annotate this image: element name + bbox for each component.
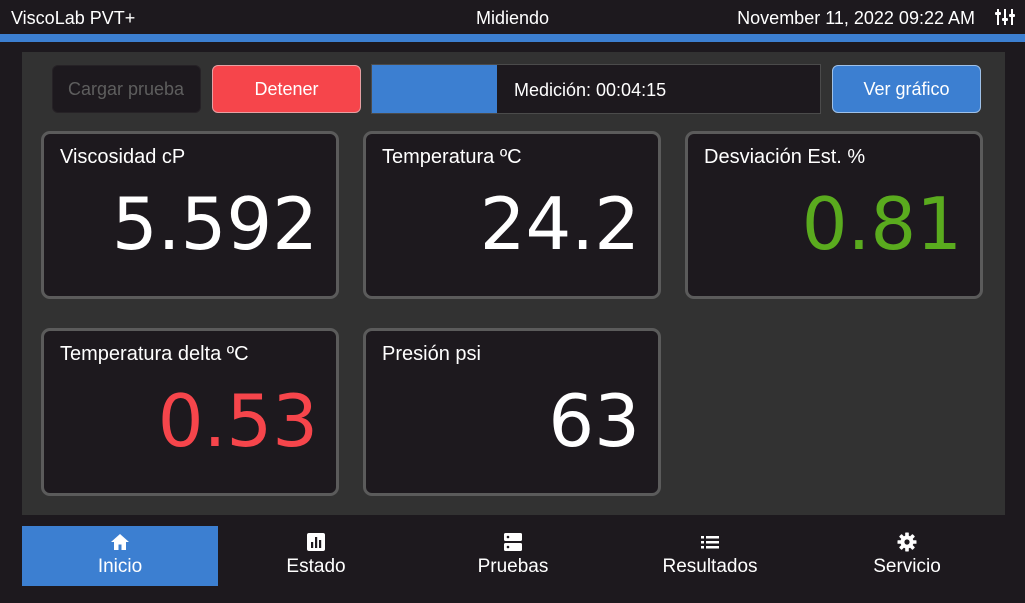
metric-card-std-deviation: Desviación Est. % 0.81 bbox=[685, 131, 983, 299]
nav-item-label: Pruebas bbox=[477, 556, 549, 577]
load-test-button[interactable]: Cargar prueba bbox=[52, 65, 201, 113]
metric-value: 63 bbox=[548, 379, 640, 463]
view-chart-button[interactable]: Ver gráfico bbox=[832, 65, 981, 113]
metric-value: 5.592 bbox=[111, 182, 318, 266]
progress-label: Medición: 00:04:15 bbox=[514, 80, 667, 100]
nav-item-estado[interactable]: Estado bbox=[218, 526, 414, 586]
main-panel: Cargar prueba Detener Medición: 00:04:15… bbox=[22, 52, 1005, 515]
metric-value: 0.81 bbox=[801, 182, 962, 266]
app-title: ViscoLab PVT+ bbox=[11, 8, 136, 28]
nav-item-resultados[interactable]: Resultados bbox=[612, 526, 808, 586]
progress-fill bbox=[372, 65, 498, 113]
bottom-nav: Inicio Estado Pruebas bbox=[0, 515, 1025, 603]
metric-card-temperature-delta: Temperatura delta ºC 0.53 bbox=[41, 328, 339, 496]
metric-value: 0.53 bbox=[157, 379, 318, 463]
bar-chart-icon bbox=[307, 533, 325, 551]
nav-item-pruebas[interactable]: Pruebas bbox=[415, 526, 611, 586]
server-icon bbox=[504, 533, 522, 551]
nav-item-inicio[interactable]: Inicio bbox=[22, 526, 218, 586]
top-bar: ViscoLab PVT+ Midiendo November 11, 2022… bbox=[0, 0, 1025, 34]
metric-label: Viscosidad cP bbox=[60, 146, 186, 168]
metric-card-temperature: Temperatura ºC 24.2 bbox=[363, 131, 661, 299]
stop-button[interactable]: Detener bbox=[212, 65, 361, 113]
nav-item-servicio[interactable]: Servicio bbox=[809, 526, 1005, 586]
metric-label: Presión psi bbox=[382, 343, 481, 365]
nav-item-label: Inicio bbox=[97, 556, 143, 577]
metric-value: 24.2 bbox=[479, 182, 640, 266]
home-icon bbox=[111, 534, 129, 550]
metric-card-viscosity: Viscosidad cP 5.592 bbox=[41, 131, 339, 299]
metric-label: Desviación Est. % bbox=[704, 146, 866, 168]
datetime-display: November 11, 2022 09:22 AM bbox=[737, 8, 975, 28]
header-accent-bar bbox=[0, 34, 1025, 42]
metric-label: Temperatura ºC bbox=[382, 146, 522, 168]
measurement-progress: Medición: 00:04:15 bbox=[371, 64, 821, 114]
list-icon bbox=[701, 536, 719, 549]
equalizer-icon[interactable] bbox=[995, 7, 1015, 27]
nav-item-label: Estado bbox=[286, 556, 346, 577]
nav-item-label: Servicio bbox=[873, 556, 941, 577]
metric-card-pressure: Presión psi 63 bbox=[363, 328, 661, 496]
status-text: Midiendo bbox=[475, 8, 550, 28]
gear-icon bbox=[897, 532, 917, 552]
metric-label: Temperatura delta ºC bbox=[60, 343, 249, 365]
nav-item-label: Resultados bbox=[662, 556, 758, 577]
